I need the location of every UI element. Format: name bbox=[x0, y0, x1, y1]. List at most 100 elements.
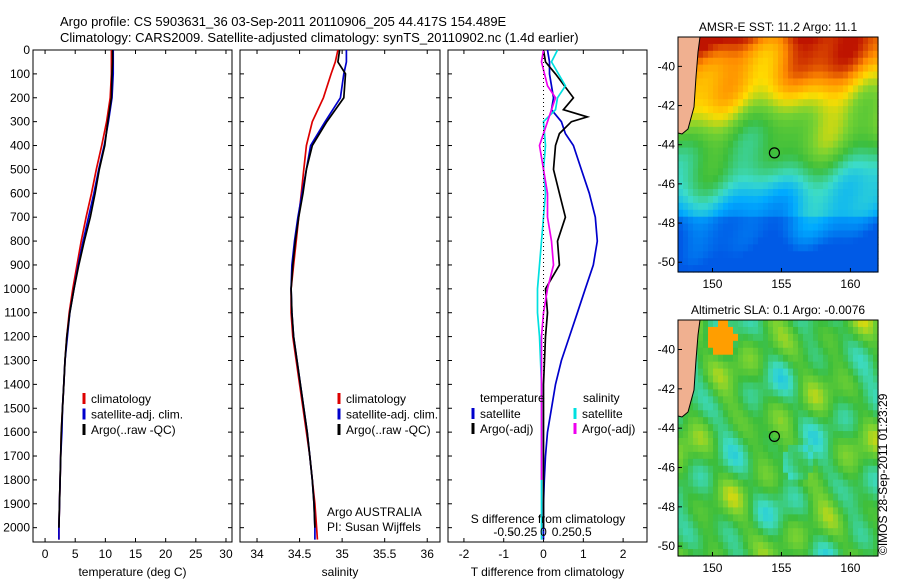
sla-heatmap-cell bbox=[823, 465, 829, 474]
sst-heatmap-cell bbox=[758, 216, 764, 225]
sla-heatmap-cell bbox=[848, 444, 854, 453]
sst-heatmap-cell bbox=[808, 182, 814, 190]
sla-heatmap-cell bbox=[758, 389, 764, 397]
sla-heatmap-cell bbox=[753, 549, 759, 557]
sst-heatmap-cell bbox=[683, 202, 689, 211]
sla-heatmap-cell bbox=[713, 493, 719, 502]
sla-heatmap-cell bbox=[843, 320, 849, 328]
sla-heatmap-cell bbox=[788, 347, 794, 356]
sla-heatmap-cell bbox=[773, 500, 779, 509]
sst-heatmap-cell bbox=[708, 265, 714, 273]
sla-heatmap-cell bbox=[783, 320, 789, 328]
sla-heatmap-cell bbox=[738, 549, 744, 557]
sla-heatmap-cell bbox=[858, 403, 864, 411]
sst-heatmap-cell bbox=[763, 161, 769, 169]
sla-heatmap-cell bbox=[743, 368, 749, 377]
sst-heatmap-cell bbox=[688, 244, 694, 252]
sla-heatmap-cell bbox=[858, 514, 864, 522]
sst-heatmap-cell bbox=[753, 147, 759, 156]
sst-heatmap-cell bbox=[733, 113, 739, 121]
sst-heatmap-cell bbox=[778, 119, 784, 128]
sst-heatmap-cell bbox=[838, 244, 844, 252]
sla-heatmap-cell bbox=[708, 465, 714, 474]
sst-heatmap-cell bbox=[743, 244, 749, 252]
sst-heatmap-cell bbox=[708, 175, 714, 183]
sst-heatmap-cell bbox=[718, 140, 724, 149]
sst-heatmap-cell bbox=[763, 78, 769, 86]
sla-heatmap-cell bbox=[858, 458, 864, 467]
sst-heatmap-cell bbox=[778, 43, 784, 52]
sla-heatmap-cell bbox=[723, 465, 729, 474]
sst-heatmap-cell bbox=[783, 50, 789, 59]
sst-heatmap-cell bbox=[728, 113, 734, 121]
sla-heatmap-cell bbox=[763, 528, 769, 536]
sst-heatmap-cell bbox=[693, 209, 699, 218]
sst-heatmap-cell bbox=[793, 106, 799, 114]
sst-heatmap-cell bbox=[843, 182, 849, 190]
sla-heatmap-cell bbox=[793, 361, 799, 370]
sla-heatmap-cell bbox=[733, 444, 739, 453]
sla-heatmap-cell bbox=[728, 444, 734, 453]
sla-heatmap-cell bbox=[823, 361, 829, 370]
sst-heatmap-cell bbox=[693, 140, 699, 149]
sst-heatmap-cell bbox=[863, 216, 869, 225]
sst-heatmap-cell bbox=[703, 50, 709, 59]
sst-heatmap-cell bbox=[798, 244, 804, 252]
sst-heatmap-cell bbox=[738, 50, 744, 59]
sst-heatmap-cell bbox=[778, 85, 784, 93]
sst-heatmap-cell bbox=[818, 202, 824, 211]
sla-heatmap-cell bbox=[718, 500, 724, 509]
sla-heatmap-cell bbox=[863, 382, 869, 391]
sst-heatmap-cell bbox=[758, 43, 764, 52]
sst-heatmap-cell bbox=[783, 119, 789, 128]
sst-heatmap-cell bbox=[818, 71, 824, 80]
sst-heatmap-cell bbox=[853, 85, 859, 93]
sla-heatmap-cell bbox=[788, 424, 794, 432]
sst-heatmap-cell bbox=[823, 126, 829, 135]
header-line-2: Climatology: CARS2009. Satellite-adjuste… bbox=[60, 30, 579, 45]
sst-heatmap-cell bbox=[848, 50, 854, 59]
sst-heatmap-cell bbox=[818, 37, 824, 45]
sst-heatmap-cell bbox=[733, 265, 739, 273]
sla-heatmap-cell bbox=[698, 465, 704, 474]
sst-heatmap-cell bbox=[688, 251, 694, 259]
sla-heatmap-cell bbox=[773, 340, 779, 349]
sst-heatmap-cell bbox=[698, 230, 704, 239]
sst-heatmap-cell bbox=[688, 189, 694, 197]
sla-heatmap-cell bbox=[858, 389, 864, 397]
sla-heatmap-cell bbox=[753, 410, 759, 418]
sla-heatmap-cell bbox=[773, 479, 779, 488]
sla-heatmap-cell bbox=[713, 458, 719, 467]
sst-heatmap-cell bbox=[698, 265, 704, 273]
sla-heatmap-cell bbox=[788, 333, 794, 342]
sla-heatmap-cell bbox=[798, 333, 804, 342]
sst-heatmap-cell bbox=[733, 78, 739, 86]
sla-heatmap-cell bbox=[813, 382, 819, 391]
sla-heatmap-cell bbox=[693, 479, 699, 488]
sst-heatmap-cell bbox=[703, 147, 709, 156]
sst-heatmap-cell bbox=[763, 189, 769, 197]
sla-heatmap-cell bbox=[778, 403, 784, 411]
sla-heatmap-cell bbox=[688, 542, 694, 550]
sla-heatmap-cell bbox=[738, 500, 744, 509]
sla-heatmap-cell bbox=[828, 528, 834, 536]
sla-heatmap-cell bbox=[823, 472, 829, 481]
sla-heatmap-cell bbox=[683, 444, 689, 453]
sst-heatmap-cell bbox=[833, 237, 839, 245]
sla-heatmap-cell bbox=[708, 549, 714, 557]
sst-heatmap-cell bbox=[763, 37, 769, 45]
sla-heatmap-cell bbox=[763, 403, 769, 411]
sla-heatmap-cell bbox=[778, 507, 784, 515]
sla-heatmap-cell bbox=[728, 472, 734, 481]
sla-heatmap-cell bbox=[693, 514, 699, 522]
sst-heatmap-cell bbox=[833, 244, 839, 252]
sst-heatmap-cell bbox=[823, 223, 829, 232]
sst-heatmap-cell bbox=[733, 106, 739, 114]
sla-heatmap-cell bbox=[748, 326, 754, 335]
sla-heatmap-cell bbox=[763, 320, 769, 328]
sst-heatmap-cell bbox=[738, 113, 744, 121]
sst-heatmap-cell bbox=[728, 106, 734, 114]
sla-heatmap-cell bbox=[828, 542, 834, 550]
sla-heatmap-cell bbox=[703, 472, 709, 481]
sst-heatmap-cell bbox=[743, 113, 749, 121]
